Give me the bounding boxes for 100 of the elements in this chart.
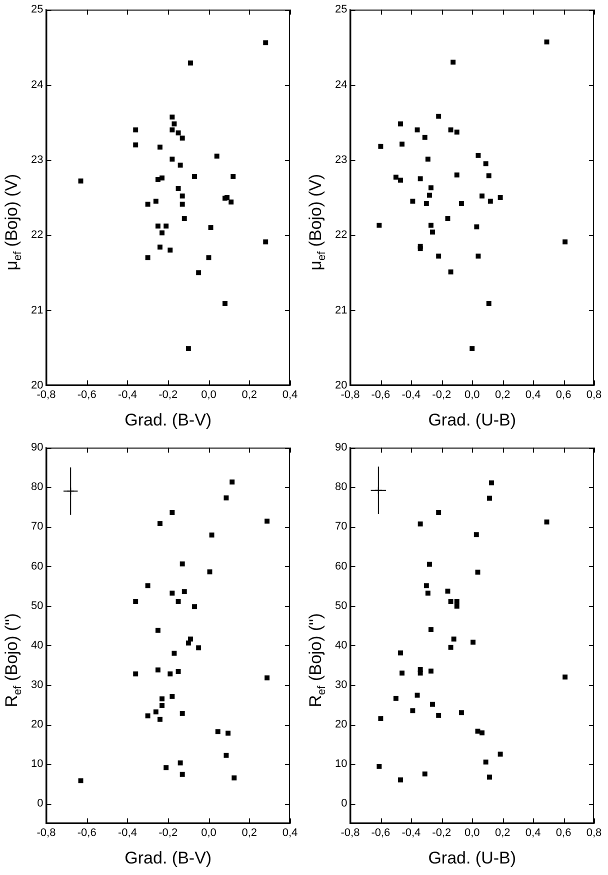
point	[170, 127, 175, 132]
point	[454, 172, 460, 178]
y-tick-label: 22	[334, 229, 348, 242]
x-tick-label: 0,4	[282, 827, 298, 840]
point	[158, 716, 162, 722]
point	[428, 222, 434, 228]
x-tick-label: 0,4	[525, 389, 541, 402]
point	[178, 162, 183, 168]
point	[186, 640, 191, 646]
x-tick-label: 0,2	[242, 389, 258, 402]
point	[448, 644, 454, 650]
point	[192, 174, 197, 179]
point	[488, 198, 493, 204]
point	[428, 668, 434, 674]
point	[196, 645, 202, 650]
point	[170, 510, 175, 515]
y-tick-label: 90	[334, 442, 348, 454]
point	[436, 712, 442, 718]
point	[487, 496, 492, 501]
point	[476, 254, 481, 259]
y-tick-label: 23	[30, 154, 44, 166]
point	[176, 669, 181, 674]
y-tick-label: 70	[30, 520, 44, 533]
point	[228, 200, 234, 204]
point	[263, 40, 268, 46]
point	[208, 225, 214, 230]
x-axis-title: Grad. (U-B)	[428, 848, 516, 868]
x-tick-label: -0,8	[340, 389, 360, 402]
point	[230, 480, 235, 484]
point	[418, 521, 423, 526]
point	[454, 604, 460, 609]
x-tick-label: -0,4	[118, 827, 137, 840]
x-tick-label: 0,0	[201, 827, 216, 840]
point	[425, 590, 430, 596]
point	[145, 583, 150, 588]
point	[158, 144, 162, 150]
x-tick-label: 0,2	[494, 827, 510, 840]
point	[172, 121, 177, 126]
point	[153, 709, 158, 714]
x-tick-label: 0,8	[586, 827, 602, 840]
point	[155, 667, 160, 672]
point	[398, 178, 403, 183]
point	[188, 60, 193, 66]
point	[224, 752, 229, 758]
point	[145, 713, 150, 718]
x-tick-label: 0,6	[556, 389, 572, 402]
y-tick-label: 21	[30, 304, 44, 316]
point	[180, 710, 185, 716]
point	[158, 244, 162, 250]
point	[160, 175, 164, 180]
y-tick-label: 50	[30, 600, 44, 612]
point	[454, 130, 460, 135]
x-tick-label: -0,2	[158, 827, 178, 840]
point	[474, 532, 479, 538]
point	[445, 588, 450, 594]
point	[378, 144, 384, 149]
point	[232, 775, 237, 780]
point	[458, 710, 464, 716]
x-tick-label: 0,6	[556, 827, 572, 840]
x-axis-title: Grad. (B-V)	[124, 848, 212, 868]
point	[445, 216, 450, 222]
x-tick-label: -0,8	[36, 827, 56, 840]
point	[393, 696, 398, 701]
y-tick-label: 40	[30, 639, 44, 652]
x-tick-label: 0,0	[464, 827, 480, 840]
y-tick-label: 80	[334, 481, 348, 494]
point	[498, 195, 503, 200]
y-tick-label: 25	[334, 4, 348, 16]
point	[418, 670, 423, 676]
point	[214, 154, 220, 159]
point	[398, 777, 403, 782]
point	[180, 561, 185, 566]
y-tick-label: 22	[30, 229, 44, 242]
point	[410, 708, 416, 714]
point	[448, 269, 454, 274]
x-tick-label: -0,6	[77, 389, 96, 402]
point	[264, 518, 270, 524]
point	[498, 752, 503, 757]
point	[180, 194, 185, 198]
point	[544, 519, 550, 524]
point	[480, 730, 484, 736]
point	[230, 174, 236, 179]
point	[155, 628, 160, 633]
point	[562, 674, 568, 680]
point	[192, 604, 197, 610]
x-tick-label: -0,2	[158, 389, 178, 402]
point	[418, 176, 423, 182]
point	[224, 195, 230, 200]
point	[424, 201, 429, 206]
y-tick-label: 20	[30, 718, 44, 731]
y-tick-label: 0	[37, 798, 44, 810]
y-tick-label: 23	[334, 154, 348, 166]
point	[133, 127, 138, 132]
point	[168, 671, 173, 676]
point	[168, 248, 173, 253]
y-tick-label: 24	[30, 78, 44, 91]
point	[488, 480, 494, 486]
x-tick-label: -0,6	[77, 827, 96, 840]
point	[160, 230, 164, 236]
point	[170, 694, 175, 699]
